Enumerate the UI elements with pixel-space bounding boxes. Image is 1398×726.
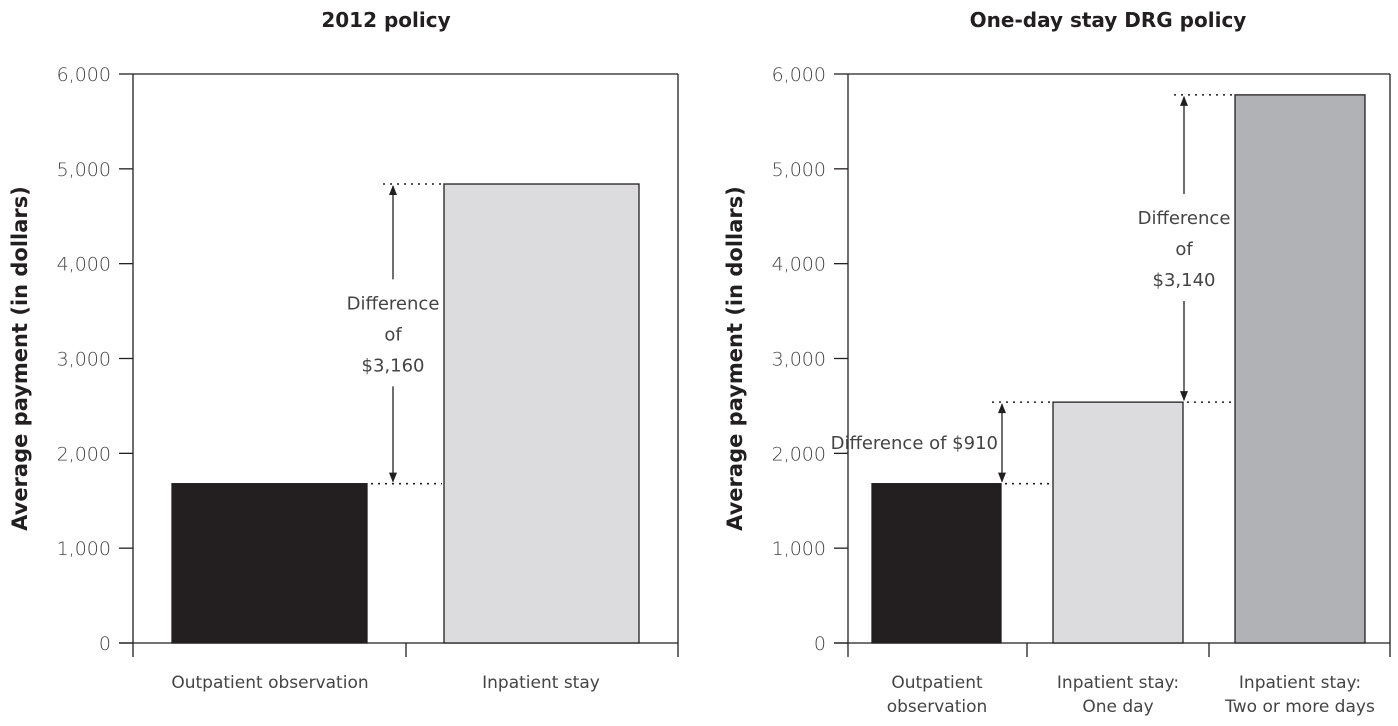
y-tick-label: 6,000 (772, 64, 826, 86)
y-axis-label: Average payment (in dollars) (8, 186, 32, 531)
x-category-label: Inpatient stay (482, 673, 600, 693)
difference-annotation: Difference (347, 293, 440, 314)
chart-title: 2012 policy (321, 8, 450, 32)
y-tick-label: 6,000 (57, 64, 111, 86)
y-tick-label: 2,000 (772, 443, 826, 465)
difference-annotation: $3,160 (362, 355, 425, 376)
arrowhead-down (998, 472, 1006, 483)
bar (1052, 401, 1184, 644)
bar (171, 483, 368, 644)
arrowhead-up (1180, 95, 1188, 106)
difference-annotation: of (384, 324, 402, 345)
arrowhead-down (389, 472, 397, 483)
chart-title: One-day stay DRG policy (970, 8, 1247, 32)
y-tick-label: 2,000 (57, 443, 111, 465)
x-category-label: Two or more days (1224, 697, 1375, 717)
x-category-label: Inpatient stay: (1239, 673, 1361, 693)
difference-annotation: Difference (1138, 208, 1231, 229)
arrowhead-up (389, 185, 397, 196)
y-tick-label: 3,000 (57, 349, 111, 371)
y-tick-label: 4,000 (57, 254, 111, 276)
difference-annotation: $3,140 (1153, 270, 1216, 291)
bar (871, 483, 1002, 644)
y-tick-label: 1,000 (772, 538, 826, 560)
y-axis-label: Average payment (in dollars) (723, 186, 747, 531)
y-tick-label: 0 (814, 633, 826, 655)
y-tick-label: 3,000 (772, 349, 826, 371)
chart-panel-2: One-day stay DRG policy Average payment (… (723, 8, 1391, 717)
x-category-label: Inpatient stay: (1057, 673, 1179, 693)
y-tick-label: 5,000 (57, 159, 111, 181)
difference-annotation: of (1175, 239, 1193, 260)
y-tick-label: 1,000 (57, 538, 111, 560)
x-category-label: observation (887, 697, 988, 717)
y-tick-label: 5,000 (772, 159, 826, 181)
y-tick-label: 0 (99, 633, 111, 655)
y-tick-label: 4,000 (772, 254, 826, 276)
arrowhead-up (998, 403, 1006, 414)
bar (443, 183, 640, 644)
chart-panel-1: 2012 policy Average payment (in dollars) 0… (8, 8, 679, 693)
bar (1234, 94, 1366, 644)
x-category-label: Outpatient (891, 673, 983, 693)
x-category-label: One day (1082, 697, 1153, 717)
x-category-label: Outpatient observation (171, 673, 368, 693)
arrowhead-down (1180, 391, 1188, 402)
difference-annotation: Difference of $910 (831, 433, 998, 454)
